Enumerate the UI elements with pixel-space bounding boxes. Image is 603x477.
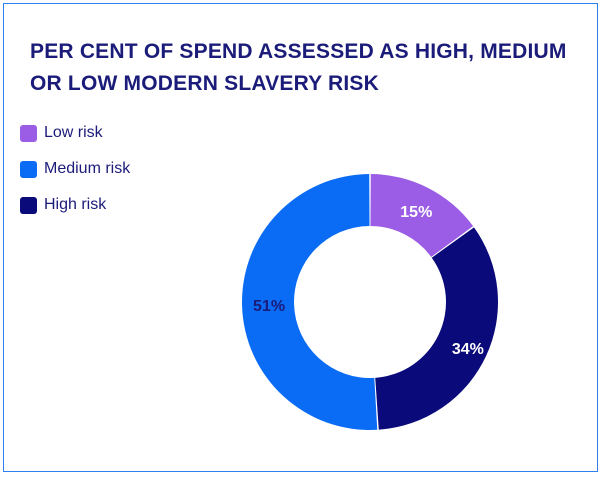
legend-label-high-risk: High risk xyxy=(44,196,107,213)
chart-title: PER CENT OF SPEND ASSESSED AS HIGH, MEDI… xyxy=(30,40,567,95)
donut-label-low-risk: 15% xyxy=(400,204,432,221)
legend-item-low-risk: Low risk xyxy=(20,124,130,142)
legend-item-high-risk: High risk xyxy=(20,196,130,214)
donut-slice-medium-risk xyxy=(241,174,378,430)
legend-item-medium-risk: Medium risk xyxy=(20,160,130,178)
donut-slice-low-risk xyxy=(370,174,474,257)
donut-label-high-risk: 34% xyxy=(452,341,484,358)
donut-slice-high-risk xyxy=(375,227,498,430)
legend-swatch-low-risk xyxy=(20,124,37,142)
donut-label-medium-risk: 51% xyxy=(253,298,285,315)
legend-swatch-high-risk xyxy=(20,196,37,214)
legend-label-low-risk: Low risk xyxy=(44,124,103,141)
chart-legend: Low risk Medium risk High risk xyxy=(20,124,130,232)
legend-swatch-medium-risk xyxy=(20,160,37,178)
legend-label-medium-risk: Medium risk xyxy=(44,160,131,177)
